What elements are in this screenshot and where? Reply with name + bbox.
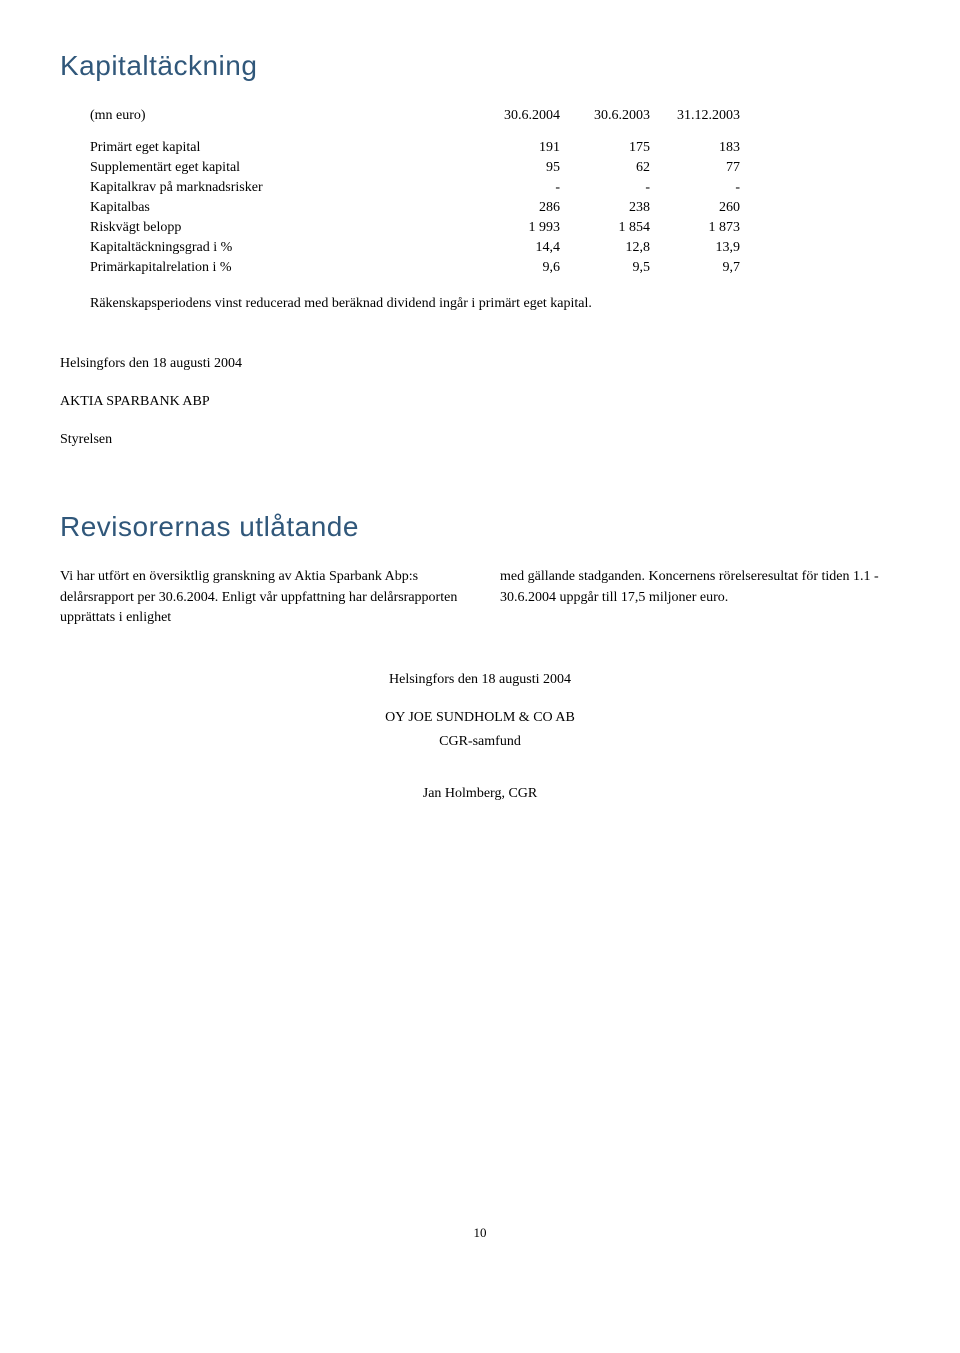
cell: 260: [650, 198, 740, 218]
table-row: Kapitalkrav på marknadsrisker - - -: [60, 178, 740, 198]
row-label: Primärkapitalrelation i %: [60, 258, 470, 278]
cell: 13,9: [650, 238, 740, 258]
row-label: Supplementärt eget kapital: [60, 158, 470, 178]
table-row: Kapitaltäckningsgrad i % 14,4 12,8 13,9: [60, 238, 740, 258]
cell: -: [650, 178, 740, 198]
cell: 1 993: [470, 218, 560, 238]
cell: 9,6: [470, 258, 560, 278]
row-label: Primärt eget kapital: [60, 138, 470, 158]
cell: 286: [470, 198, 560, 218]
unit-label: (mn euro): [60, 106, 470, 138]
table-row: Primärt eget kapital 191 175 183: [60, 138, 740, 158]
revisorernas-title: Revisorernas utlåtande: [60, 511, 900, 543]
table-row: Riskvägt belopp 1 993 1 854 1 873: [60, 218, 740, 238]
cell: 238: [560, 198, 650, 218]
signoff-body: Styrelsen: [60, 428, 900, 452]
auditor-firm: OY JOE SUNDHOLM & CO AB: [60, 706, 900, 730]
cell: -: [470, 178, 560, 198]
auditor-signoff: Helsingfors den 18 augusti 2004 OY JOE S…: [60, 668, 900, 805]
table-header-row: (mn euro) 30.6.2004 30.6.2003 31.12.2003: [60, 106, 740, 138]
cell: -: [560, 178, 650, 198]
auditor-statement: Vi har utfört en översiktlig granskning …: [60, 567, 900, 628]
cell: 95: [470, 158, 560, 178]
kapitaltackning-footnote: Räkenskapsperiodens vinst reducerad med …: [60, 296, 900, 312]
row-label: Kapitalkrav på marknadsrisker: [60, 178, 470, 198]
table-row: Primärkapitalrelation i % 9,6 9,5 9,7: [60, 258, 740, 278]
kapitaltackning-title: Kapitaltäckning: [60, 50, 900, 82]
kapitaltackning-table: (mn euro) 30.6.2004 30.6.2003 31.12.2003…: [60, 106, 740, 278]
col-header: 30.6.2004: [470, 106, 560, 138]
cell: 1 854: [560, 218, 650, 238]
auditor-date: Helsingfors den 18 augusti 2004: [60, 668, 900, 692]
auditor-signer: Jan Holmberg, CGR: [60, 782, 900, 806]
row-label: Riskvägt belopp: [60, 218, 470, 238]
signoff-block: Helsingfors den 18 augusti 2004 AKTIA SP…: [60, 352, 900, 451]
cell: 9,7: [650, 258, 740, 278]
page-number: 10: [60, 1225, 900, 1241]
cell: 191: [470, 138, 560, 158]
signoff-company: AKTIA SPARBANK ABP: [60, 390, 900, 414]
cell: 77: [650, 158, 740, 178]
table-row: Supplementärt eget kapital 95 62 77: [60, 158, 740, 178]
cell: 14,4: [470, 238, 560, 258]
auditor-firm-sub: CGR-samfund: [60, 730, 900, 754]
auditor-statement-right: med gällande stadganden. Koncernens röre…: [500, 567, 900, 628]
row-label: Kapitalbas: [60, 198, 470, 218]
col-header: 31.12.2003: [650, 106, 740, 138]
cell: 183: [650, 138, 740, 158]
cell: 175: [560, 138, 650, 158]
signoff-date: Helsingfors den 18 augusti 2004: [60, 352, 900, 376]
row-label: Kapitaltäckningsgrad i %: [60, 238, 470, 258]
auditor-statement-left: Vi har utfört en översiktlig granskning …: [60, 567, 460, 628]
col-header: 30.6.2003: [560, 106, 650, 138]
cell: 62: [560, 158, 650, 178]
table-row: Kapitalbas 286 238 260: [60, 198, 740, 218]
cell: 9,5: [560, 258, 650, 278]
cell: 12,8: [560, 238, 650, 258]
cell: 1 873: [650, 218, 740, 238]
